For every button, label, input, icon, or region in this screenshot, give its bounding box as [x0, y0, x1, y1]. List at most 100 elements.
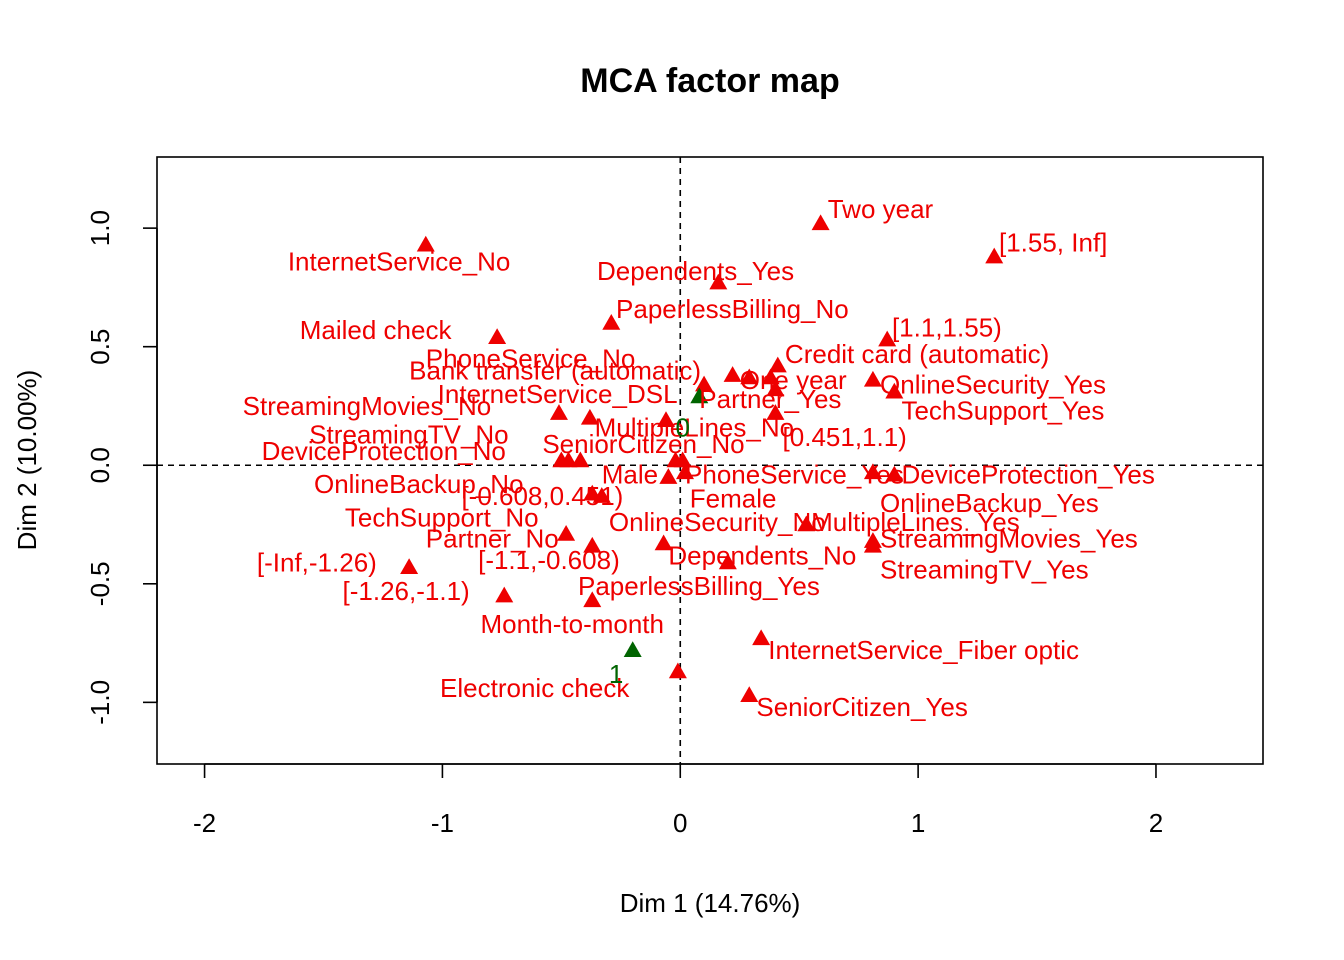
y-axis: -1.0 -0.5 0.0 0.5 1.0	[85, 210, 158, 725]
point-label: 0	[676, 412, 690, 442]
data-point	[695, 375, 714, 392]
point-label: Partner_Yes	[699, 384, 841, 414]
data-point	[495, 586, 514, 603]
point-label: StreamingTV_No	[309, 419, 508, 449]
data-point	[863, 536, 882, 553]
data-point	[659, 468, 678, 484]
data-point	[723, 366, 742, 382]
point-label: InternetService_DSL	[438, 379, 678, 409]
data-point	[583, 591, 602, 608]
chart-title: MCA factor map	[580, 62, 839, 100]
point-label: PaperlessBilling_Yes	[578, 571, 820, 601]
data-point	[766, 404, 785, 420]
x-tick-label: -2	[193, 808, 216, 838]
data-point	[766, 380, 785, 397]
point-label: PhoneService_Yes	[685, 460, 904, 490]
point-label: Dependents_No	[668, 540, 856, 570]
point-label: PhoneService_No	[426, 344, 636, 374]
point-label: [0.451,1.1)	[783, 422, 907, 452]
data-point	[740, 686, 759, 702]
x-tick-label: 2	[1149, 808, 1163, 838]
point-label: MultipleLines_Yes	[811, 507, 1020, 537]
data-point	[592, 487, 611, 503]
x-tick-label: -1	[431, 808, 454, 838]
data-point	[552, 451, 571, 468]
point-label: 1	[609, 659, 623, 689]
point-label: Mailed check	[300, 315, 453, 345]
point-label: Female	[690, 483, 777, 513]
point-label: SeniorCitizen_Yes	[756, 692, 968, 722]
data-point	[400, 558, 419, 574]
point-label: TechSupport_Yes	[901, 396, 1104, 426]
point-label: OnlineBackup_Yes	[880, 488, 1099, 518]
data-point	[863, 463, 882, 480]
y-tick-label: -1.0	[85, 680, 115, 725]
x-tick-label: 1	[911, 808, 925, 838]
data-point	[676, 463, 695, 480]
x-axis: -2 -1 0 1 2	[193, 763, 1163, 838]
data-point	[768, 356, 787, 373]
point-label: Dependents_Yes	[597, 256, 794, 286]
point-labels: Two year [1.55, Inf] InternetService_No Dep…	[243, 194, 1155, 722]
reference-lines	[157, 157, 1263, 764]
data-point	[416, 235, 435, 252]
y-tick-label: 0.5	[85, 329, 115, 365]
point-label: StreamingMovies_No	[243, 391, 492, 421]
point-label: OnlineSecurity_Yes	[880, 370, 1106, 400]
data-point	[602, 313, 621, 330]
data-point	[656, 411, 675, 427]
point-label: DeviceProtection_Yes	[901, 460, 1154, 490]
y-tick-label: -0.5	[85, 561, 115, 606]
point-label: OnlineBackup_No	[314, 469, 524, 499]
data-point	[690, 387, 709, 404]
data-point	[863, 370, 882, 387]
data-point	[583, 536, 602, 553]
point-label: Electronic check	[440, 673, 630, 703]
y-tick-label: 1.0	[85, 210, 115, 246]
point-label: [-0.608,0.451)	[461, 481, 623, 511]
x-axis-label: Dim 1 (14.76%)	[620, 888, 801, 918]
data-point	[885, 382, 904, 399]
data-point	[654, 534, 673, 551]
point-label: [1.55, Inf]	[999, 227, 1107, 257]
data-point	[571, 451, 590, 468]
data-point	[580, 408, 599, 425]
data-point	[752, 629, 771, 646]
data-points	[400, 214, 1004, 702]
data-point	[761, 368, 780, 385]
data-point	[488, 328, 507, 344]
y-axis-label: Dim 2 (10.00%)	[12, 370, 42, 551]
point-label: Male	[602, 460, 658, 490]
data-point	[885, 465, 904, 482]
point-label: TechSupport_No	[345, 502, 539, 532]
data-point	[718, 553, 737, 570]
point-label: [-1.26,-1.1)	[343, 576, 470, 606]
data-point	[557, 525, 576, 541]
data-point	[623, 641, 642, 657]
x-tick-label: 0	[673, 808, 687, 838]
point-label: Two year	[828, 194, 934, 224]
point-label: InternetService_Fiber optic	[768, 635, 1079, 665]
point-label: SeniorCitizen_No	[542, 429, 744, 459]
point-label: Bank transfer (automatic)	[409, 355, 701, 385]
data-point	[549, 404, 568, 420]
point-label: Credit card (automatic)	[785, 339, 1049, 369]
data-point	[985, 247, 1004, 264]
point-label: Partner_No	[426, 524, 559, 554]
point-label: InternetService_No	[288, 246, 511, 276]
point-label: One year	[740, 365, 847, 395]
y-tick-label: 0.0	[85, 447, 115, 483]
point-label: DeviceProtection_No	[262, 436, 506, 466]
point-label: Month-to-month	[480, 609, 664, 639]
data-point	[709, 273, 728, 290]
point-label: [1.1,1.55)	[892, 313, 1002, 343]
point-label: [-1.1,-0.608)	[478, 545, 620, 575]
data-point	[668, 662, 687, 679]
data-point	[673, 451, 692, 468]
point-label: [-Inf,-1.26)	[257, 547, 377, 577]
data-point	[811, 214, 830, 231]
data-point	[740, 368, 759, 385]
point-label: StreamingTV_Yes	[880, 555, 1089, 585]
point-label: MultipleLines_No	[595, 412, 794, 442]
